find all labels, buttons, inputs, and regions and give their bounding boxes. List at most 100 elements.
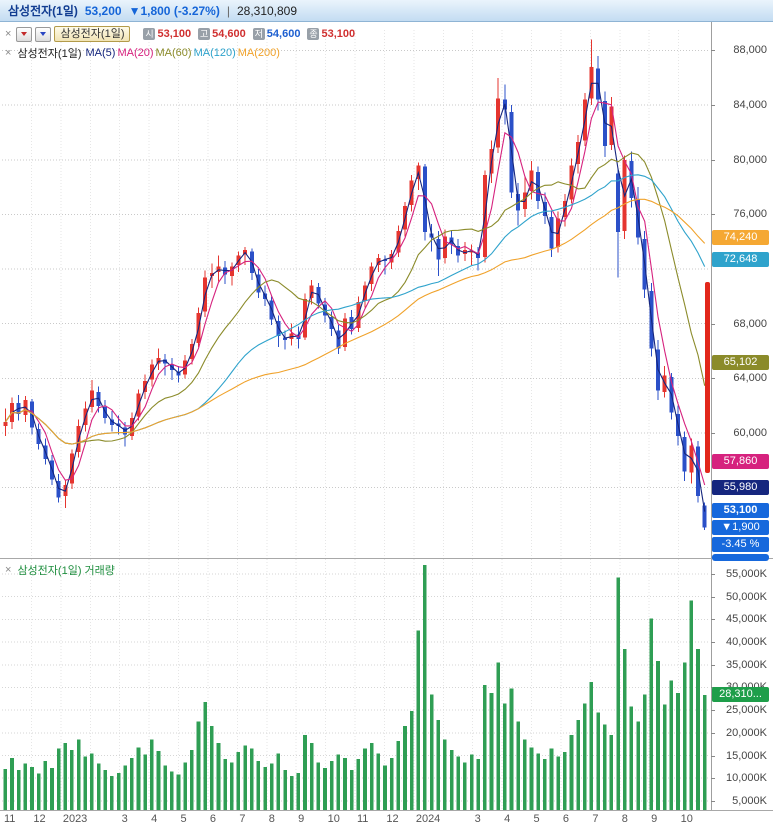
time-axis-label: 10 <box>327 813 340 825</box>
ohlc-value-0: 53,100 <box>157 28 192 40</box>
time-axis-label: 7 <box>239 813 246 825</box>
time-axis-label: 4 <box>504 813 511 825</box>
legend-MA(20): MA(20) <box>117 47 154 59</box>
axis-border <box>711 22 712 810</box>
time-axis: 11 12 2023 3 4 5 6 7 8 9 10 11 12 2024 3 4 5 6 7 8 9 10 <box>0 813 711 831</box>
ma-value-badge: 55,980 <box>712 479 769 495</box>
chart-header: 삼성전자(1일) 53,200 ▼1,800 (-3.27%) | 28,310… <box>0 0 773 22</box>
volume-tick-label: 55,000K <box>726 567 767 580</box>
ohlc-value-2: 54,600 <box>266 28 301 40</box>
time-axis-label: 6 <box>562 813 570 825</box>
volume-chart[interactable] <box>0 559 711 810</box>
tick-mark <box>711 710 715 712</box>
ma-value-badge: 57,860 <box>712 454 769 470</box>
volume-tick-label: 15,000K <box>726 749 767 762</box>
tick-mark <box>711 732 715 734</box>
time-axis-label: 7 <box>592 813 599 825</box>
price-tick-label: 68,000 <box>733 317 767 330</box>
time-axis-label: 12 <box>33 813 46 825</box>
volume-pane-header: × 삼성전자(1일) 거래량 <box>5 562 115 578</box>
legend-MA(60): MA(60) <box>155 47 192 59</box>
volume-tick-label: 50,000K <box>726 590 767 603</box>
tick-mark <box>711 323 715 325</box>
time-axis-label: 3 <box>121 813 128 825</box>
volume-tick-label: 40,000K <box>726 636 767 649</box>
volume-tick-label: 20,000K <box>726 726 767 739</box>
price-tick-label: 80,000 <box>733 153 767 166</box>
tick-mark <box>711 755 715 757</box>
price-range-indicator <box>705 282 710 473</box>
legend-MA(120): MA(120) <box>193 47 236 59</box>
price-tick-label: 60,000 <box>733 427 767 440</box>
header-volume: 28,310,809 <box>236 3 298 18</box>
price-pane-toolbar: × 삼성전자(1일) 시 53,100 고 54,600 저 54,600 종 53,100 <box>5 26 355 42</box>
time-axis-label: 12 <box>386 813 399 825</box>
current-price-badge: 53,100 <box>712 503 769 519</box>
current-change-badge: ▼1,900 <box>712 520 769 536</box>
tick-mark <box>711 664 715 666</box>
pane-divider[interactable] <box>0 558 773 559</box>
bottom-divider <box>0 810 773 811</box>
price-change: ▼1,800 (-3.27%) <box>128 3 220 18</box>
close-icon[interactable]: × <box>5 46 12 59</box>
time-axis-label: 2024 <box>415 813 441 825</box>
time-axis-label: 5 <box>533 813 540 825</box>
time-axis-label: 9 <box>298 813 305 825</box>
blue-arrow-icon <box>40 32 47 36</box>
time-axis-label: 9 <box>651 813 658 825</box>
current-pct-badge: -3.45 % <box>712 537 769 553</box>
ohlc-key-2: 저 <box>252 28 265 40</box>
time-axis-label: 5 <box>180 813 187 825</box>
tick-mark <box>711 105 715 107</box>
volume-tick-label: 45,000K <box>726 613 767 626</box>
tick-mark <box>711 50 715 52</box>
tick-mark <box>711 778 715 780</box>
current-price-pill <box>712 554 769 562</box>
time-axis-label: 2023 <box>62 813 88 825</box>
time-axis-label: 11 <box>357 813 369 825</box>
tick-mark <box>711 596 715 598</box>
volume-tick-label: 35,000K <box>726 658 767 671</box>
tick-mark <box>711 378 715 380</box>
separator: | <box>226 3 230 18</box>
current-price: 53,200 <box>84 3 122 18</box>
ma-value-badge: 65,102 <box>712 355 769 371</box>
ohlc-key-0: 시 <box>143 28 156 40</box>
tick-mark <box>711 433 715 435</box>
stock-title: 삼성전자(1일) <box>8 4 78 18</box>
ohlc-key-1: 고 <box>198 28 211 40</box>
ma-legend: × 삼성전자(1일) MA(5) MA(20) MA(60) MA(120) MA(20… <box>5 45 282 61</box>
price-tick-label: 88,000 <box>733 44 767 57</box>
ohlc-key-3: 종 <box>307 28 320 40</box>
volume-title: 삼성전자(1일) 거래량 <box>17 565 115 577</box>
volume-tick-label: 25,000K <box>726 704 767 717</box>
dropdown-up-button[interactable] <box>16 26 33 42</box>
price-tick-label: 76,000 <box>733 208 767 221</box>
ma-value-badge: 72,648 <box>712 252 769 268</box>
ohlc-value-1: 54,600 <box>212 28 246 40</box>
close-icon[interactable]: × <box>5 563 12 576</box>
time-axis-label: 6 <box>209 813 217 825</box>
price-tick-label: 84,000 <box>733 99 767 112</box>
time-axis-label: 11 <box>4 813 16 825</box>
symbol-chip[interactable]: 삼성전자(1일) <box>54 26 131 42</box>
ohlc-value-3: 53,100 <box>321 28 356 40</box>
price-chart[interactable] <box>0 22 711 558</box>
time-axis-label: 8 <box>268 813 275 825</box>
time-axis-label: 10 <box>680 813 693 825</box>
time-axis-label: 8 <box>621 813 628 825</box>
legend-MA(200): MA(200) <box>237 47 280 59</box>
close-icon[interactable]: × <box>5 27 12 40</box>
tick-mark <box>711 159 715 161</box>
tick-mark <box>711 619 715 621</box>
legend-title: 삼성전자(1일) <box>17 48 82 60</box>
legend-MA(5): MA(5) <box>85 47 116 59</box>
price-tick-label: 64,000 <box>733 372 767 385</box>
tick-mark <box>711 642 715 644</box>
tick-mark <box>711 214 715 216</box>
current-volume-badge: 28,310... <box>712 687 769 703</box>
red-arrow-icon <box>21 32 28 36</box>
dropdown-down-button[interactable] <box>35 26 52 42</box>
tick-mark <box>711 800 715 802</box>
